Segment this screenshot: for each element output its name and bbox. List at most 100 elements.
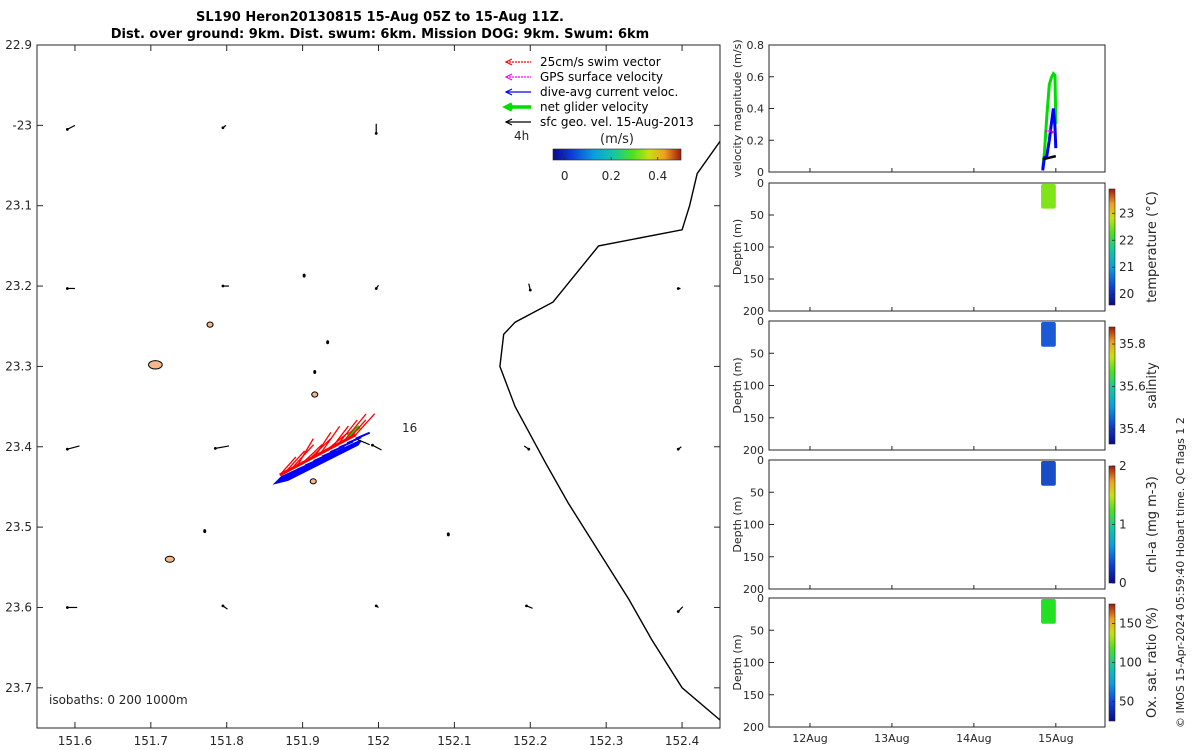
swim-vector (343, 413, 367, 442)
panel-x-tick-label: 12Aug (792, 732, 827, 745)
geo-vector-head (221, 126, 225, 130)
reef-dot (446, 532, 450, 537)
map-x-tick-label: 151.8 (210, 734, 244, 748)
panel-y-tick-label: 150 (743, 273, 764, 286)
map-x-tick-label: 151.9 (285, 734, 319, 748)
panel-x-tick-label: 15Aug (1038, 732, 1073, 745)
map-y-tick-label: 23.7 (5, 681, 32, 695)
swim-vector (314, 431, 332, 457)
geo-vector-head (213, 446, 217, 450)
island (311, 391, 319, 398)
speed-colorbar: (m/s) 0 0.2 0.4 (552, 132, 682, 183)
colorbar-tick-label: 100 (1119, 656, 1142, 670)
legend-label-net: net glider velocity (540, 100, 648, 114)
coastline (499, 140, 721, 721)
reef-dot (326, 340, 330, 345)
colorbar-temperature (1108, 188, 1116, 306)
speed-colorbar-ramp (552, 148, 682, 161)
panel-y-tick-label: 200 (743, 721, 764, 734)
panel-y-tick-label: 0 (757, 592, 764, 605)
panel-y-tick-label: 150 (743, 412, 764, 425)
speed-colorbar-label: (m/s) (600, 132, 634, 147)
geo-vector (372, 444, 382, 451)
panel-ylabel: Depth (m) (731, 496, 744, 552)
colorbar-tick-label: 150 (1119, 617, 1142, 631)
colorbar-tick-label: 35.6 (1119, 380, 1146, 394)
swim-vector (337, 419, 358, 445)
panel-y-tick-label: 0 (757, 315, 764, 328)
series-gps (1044, 129, 1056, 134)
geo-vector-head (221, 604, 225, 608)
panel-y-tick-label: 200 (743, 583, 764, 596)
panel-y-tick-label: 50 (750, 486, 764, 499)
profile-data-salinity (1041, 322, 1056, 347)
map-x-tick-label: 152 (367, 734, 390, 748)
profile-data-chla (1041, 461, 1056, 486)
map-y-tick-label: 23.1 (5, 199, 32, 213)
panel-y-tick-label: 150 (743, 689, 764, 702)
colorbar-tick-label: 1 (1119, 518, 1127, 532)
panel-ylabel: Depth (m) (731, 357, 744, 413)
geo-vector-head (676, 287, 680, 290)
time-scale-label: 4h (514, 129, 529, 143)
colorbar-label-temperature: temperature (°C) (1145, 191, 1160, 303)
speed-colorbar-tick-label: 0.2 (602, 169, 621, 183)
series-net (1041, 71, 1058, 169)
copyright-text: © IMOS 15-Apr-2024 05:59:40 Hobart time.… (1174, 417, 1187, 728)
colorbar-tick-label: 35.8 (1119, 337, 1146, 351)
geo-vector-head (676, 447, 680, 451)
panel-x-tick-label: 13Aug (874, 732, 909, 745)
map-y-tick-label: 23.6 (5, 600, 32, 614)
map-x-tick-label: 152.3 (589, 734, 623, 748)
colorbar-tick-label: 35.4 (1119, 422, 1146, 436)
map-y-tick-label: 23.3 (5, 359, 32, 373)
map-x-tick-label: 151.6 (58, 734, 92, 748)
panel-salinity: 0 50 100 150 200 Depth (m) 35.4 35.6 35.8 salinit… (731, 315, 1160, 457)
map-frame (36, 44, 721, 729)
map-ticks: 151.6 151.7 151.8 151.9 152 152.1 152.2 152.3 15… (5, 38, 720, 748)
panel-y-tick-label: 150 (743, 551, 764, 564)
panel-y-tick-label: 200 (743, 305, 764, 318)
panel-y-tick-label: 50 (750, 624, 764, 637)
reef-dot (203, 529, 207, 534)
map-y-tick-label: 23.2 (5, 279, 32, 293)
geo-vector (215, 445, 230, 449)
island (206, 321, 214, 328)
isobath-label: isobaths: 0 200 1000m (49, 693, 188, 707)
panel-frame-oxsat (768, 597, 1106, 728)
map-x-tick-label: 151.7 (134, 734, 168, 748)
island (148, 360, 163, 370)
panel-x-tick-label: 14Aug (956, 732, 991, 745)
colorbar-label-oxsat: Ox. sat. ratio (%) (1145, 607, 1160, 718)
legend-arrowhead-geo (504, 118, 513, 126)
map-title-line2: Dist. over ground: 9km. Dist. swum: 6km.… (111, 27, 649, 42)
map-x-tick-label: 152.1 (437, 734, 471, 748)
geo-vector-head (65, 606, 69, 609)
colorbar-label-salinity: salinity (1145, 362, 1160, 409)
panel-ylabel: Depth (m) (731, 634, 744, 690)
geo-vector-head (371, 443, 374, 447)
profile-data-oxsat (1041, 599, 1056, 624)
geo-vector (67, 124, 76, 130)
profile-data-temperature (1041, 184, 1056, 209)
panel-y-tick-label: 50 (750, 209, 764, 222)
legend-label-geo: sfc geo. vel. 15-Aug-2013 (540, 115, 694, 129)
panel-y-tick-label: 0.8 (747, 39, 765, 52)
geo-vector-head (65, 127, 69, 131)
map-panel: 151.6 151.7 151.8 151.9 152 152.1 152.2 152.3 15… (5, 38, 721, 748)
track-number-label: 16 (402, 421, 417, 435)
geo-vector-head (374, 287, 378, 290)
geo-vector-track (357, 439, 370, 446)
series-current (1041, 108, 1058, 171)
panel-ylabel: Depth (m) (731, 219, 744, 275)
panel-y-tick-label: 0 (757, 454, 764, 467)
geo-vector-head (676, 610, 680, 613)
map-y-tick-label: 23.5 (5, 520, 32, 534)
geo-vector-head (65, 287, 69, 290)
colorbar-tick-label: 22 (1119, 233, 1134, 247)
geo-vector-head (221, 284, 225, 288)
geo-vector (67, 445, 80, 450)
